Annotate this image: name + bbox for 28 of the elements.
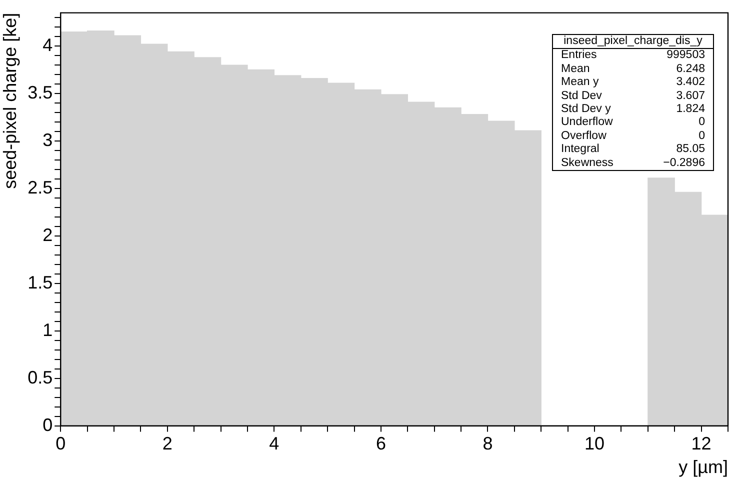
y-tick-label: 0.5 — [28, 367, 53, 388]
y-tick-label: 3.5 — [28, 82, 53, 102]
x-tick-label: 6 — [376, 434, 386, 454]
text: Integral 85.05 — [561, 143, 705, 156]
x-tick-label: 4 — [269, 434, 280, 454]
text: Mean y 3.402 — [561, 76, 705, 88]
y-tick-label: 2 — [42, 224, 53, 245]
y-tick-label: 4 — [42, 35, 53, 55]
x-axis-title: y [µm] — [678, 457, 728, 478]
annotation: inseed_pixel_charge_dis_y — [553, 35, 713, 50]
y-tick-label: 0 — [42, 414, 53, 435]
text: Skewness −0.2896 — [561, 156, 705, 169]
x-tick-label: 12 — [691, 434, 712, 454]
text: Overflow 0 — [561, 130, 705, 142]
x-tick-label: 10 — [584, 434, 605, 454]
text: Mean 6.248 — [561, 62, 705, 75]
text: Entries 999503 — [561, 49, 705, 62]
x-tick-label: 2 — [162, 434, 172, 454]
y-tick-label: 1.5 — [28, 272, 53, 292]
y-tick-label: 3 — [42, 130, 53, 150]
y-tick-label: 2.5 — [28, 177, 53, 198]
x-tick-label: 8 — [482, 434, 493, 454]
text: Std Dev y 1.824 — [561, 103, 705, 116]
y-tick-label: 1 — [42, 320, 53, 340]
y-axis-title: seed-pixel charge [ke] — [0, 12, 20, 189]
text: Std Dev 3.607 — [561, 90, 705, 102]
text: Underflow 0 — [561, 116, 705, 128]
x-tick-label: 0 — [56, 434, 66, 454]
